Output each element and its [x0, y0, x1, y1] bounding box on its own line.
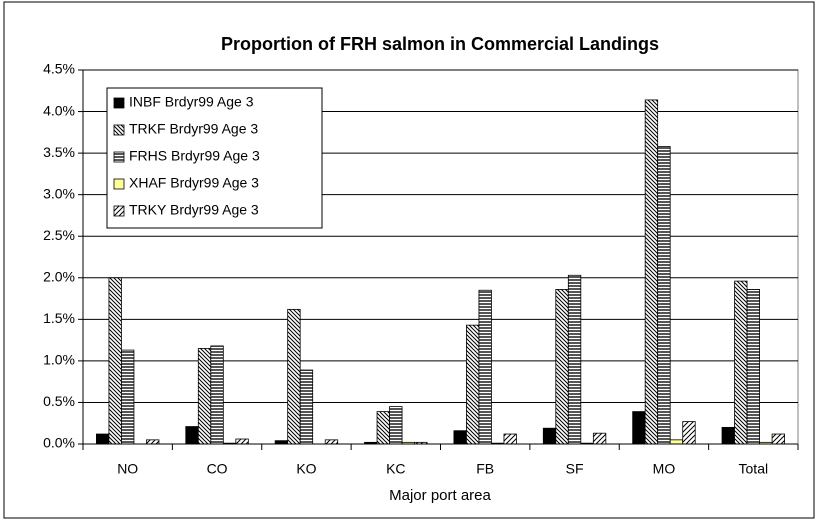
x-tick-label: KC — [386, 461, 405, 477]
bar — [121, 349, 135, 445]
x-tick-label: NO — [117, 461, 138, 477]
bar — [466, 324, 480, 445]
x-tick-label: MO — [653, 461, 676, 477]
legend-swatch — [113, 178, 125, 190]
y-tick-label: 3.5% — [43, 144, 75, 160]
legend-swatch — [113, 151, 125, 163]
bar — [682, 421, 696, 445]
legend-swatch — [113, 97, 125, 109]
bar — [287, 308, 301, 445]
bar — [555, 289, 569, 445]
x-tick-label: FB — [476, 461, 494, 477]
bar — [96, 433, 110, 445]
legend-swatch — [113, 124, 125, 136]
bar — [567, 274, 582, 445]
bar — [299, 369, 314, 445]
legend-box — [106, 87, 323, 229]
bar — [503, 433, 517, 445]
y-tick-label: 1.0% — [43, 352, 75, 368]
y-tick-label: 0.0% — [43, 435, 75, 451]
x-tick-label: KO — [296, 461, 316, 477]
y-tick-label: 4.0% — [43, 102, 75, 118]
bar — [478, 289, 492, 445]
y-tick-label: 2.0% — [43, 268, 75, 284]
legend-label: TRKY Brdyr99 Age 3 — [129, 202, 259, 218]
legend-label: FRHS Brdyr99 Age 3 — [129, 148, 260, 164]
bar — [657, 146, 671, 445]
bar — [746, 289, 760, 445]
y-tick-label: 3.0% — [43, 185, 75, 201]
bar — [721, 426, 735, 445]
legend-label: XHAF Brdyr99 Age 3 — [129, 175, 259, 191]
bar — [453, 430, 467, 445]
bar — [324, 439, 339, 445]
bar — [235, 438, 249, 445]
y-tick-label: 2.5% — [43, 227, 75, 243]
bar — [210, 345, 224, 445]
bar — [542, 427, 557, 445]
bar — [389, 406, 403, 445]
bar — [771, 433, 785, 445]
x-tick-label: CO — [207, 461, 228, 477]
chart-title: Proportion of FRH salmon in Commercial L… — [221, 34, 659, 54]
y-tick-label: 0.5% — [43, 393, 75, 409]
bar — [376, 411, 390, 445]
bar — [146, 439, 160, 445]
y-tick-label: 4.5% — [43, 61, 75, 77]
bar — [644, 99, 659, 445]
x-axis-label: Major port area — [389, 487, 491, 504]
bar — [734, 280, 748, 445]
x-tick-label: SF — [566, 461, 584, 477]
y-tick-label: 1.5% — [43, 310, 75, 326]
legend-label: TRKF Brdyr99 Age 3 — [129, 121, 258, 137]
bar — [632, 411, 646, 445]
bar — [108, 277, 122, 445]
bar — [197, 348, 212, 445]
legend-label: INBF Brdyr99 Age 3 — [129, 94, 254, 110]
bar — [185, 426, 199, 445]
bar — [669, 439, 684, 445]
x-tick-label: Total — [739, 461, 769, 477]
legend-swatch — [113, 205, 125, 217]
bar — [592, 432, 607, 445]
